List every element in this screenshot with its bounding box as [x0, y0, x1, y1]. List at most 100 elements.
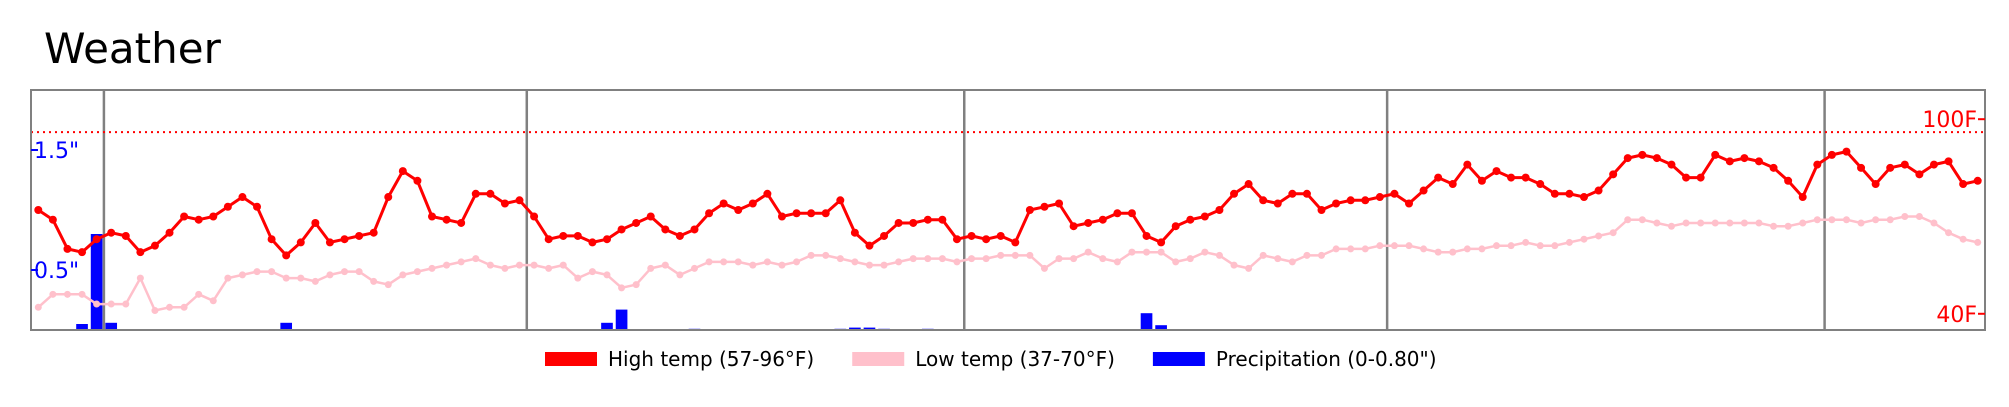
precip-bar [105, 322, 118, 330]
low-temp-point [603, 271, 611, 279]
low-temp-point [1609, 229, 1617, 237]
low-temp-point [1390, 242, 1398, 250]
low-temp-point [647, 264, 655, 272]
low-temp-point [93, 300, 101, 308]
high-temp-point [807, 209, 816, 218]
legend-label-low: Low temp (37-70°F) [915, 347, 1115, 371]
high-temp-point [63, 244, 72, 253]
low-temp-point [895, 258, 903, 266]
high-temp-point [1871, 180, 1880, 189]
low-temp-point [1011, 251, 1019, 259]
low-temp-point [632, 281, 640, 289]
high-temp-point [1565, 189, 1574, 198]
high-temp-point [1667, 160, 1676, 169]
low-temp-point [413, 268, 421, 276]
high-temp-point [1813, 160, 1822, 169]
low-temp-point [1740, 219, 1748, 227]
low-temp-point [1813, 216, 1821, 224]
high-temp-point [1332, 199, 1341, 208]
legend: High temp (57-96°F) Low temp (37-70°F) Pre… [545, 347, 1437, 371]
high-temp-point [559, 231, 568, 240]
legend-label-precip: Precipitation (0-0.80") [1216, 347, 1437, 371]
high-temp-point [325, 238, 334, 247]
low-temp-point [822, 251, 830, 259]
high-temp-point [690, 225, 699, 234]
high-temp-point [471, 189, 480, 198]
high-temp-point [311, 218, 320, 227]
high-temp-point [165, 228, 174, 237]
high-temp-point [1244, 180, 1253, 189]
high-temp-point [209, 212, 218, 221]
low-temp-point [1303, 251, 1311, 259]
precip-bar [615, 309, 628, 330]
precip-bar [849, 327, 861, 330]
low-temp-point [1201, 248, 1209, 256]
high-temp-point [544, 235, 553, 244]
high-temp-point [1200, 212, 1209, 221]
low-temp-point [1347, 245, 1355, 253]
high-temp-point [1171, 222, 1180, 231]
low-temp-point [399, 271, 407, 279]
low-temp-point [749, 261, 757, 269]
high-temp-point [1011, 238, 1020, 247]
high-temp-point [1507, 173, 1516, 182]
low-temp-point [1332, 245, 1340, 253]
high-temp-point [1521, 173, 1530, 182]
low-temp-point [1230, 261, 1238, 269]
high-temp-point [1317, 206, 1326, 214]
high-temp-point [880, 231, 889, 240]
low-temp-point [559, 261, 567, 269]
high-temp-point [1769, 163, 1778, 172]
high-temp-point [34, 206, 43, 214]
high-temp-point [763, 189, 772, 198]
low-temp-point [1565, 238, 1573, 246]
high-temp-point [1900, 160, 1909, 169]
high-temp-point [1463, 160, 1472, 169]
high-temp-point [253, 202, 262, 211]
high-temp-point [821, 209, 830, 218]
high-temp-point [1448, 180, 1457, 189]
low-temp-point [1653, 219, 1661, 227]
low-temp-point [428, 264, 436, 272]
high-temp-point [1711, 150, 1720, 159]
low-temp-point [574, 274, 582, 282]
high-temp-point [850, 228, 859, 237]
chart-title: Weather [44, 24, 221, 73]
high-temp-point [938, 215, 947, 224]
legend-swatch-low [852, 352, 905, 366]
low-temp-point [443, 261, 451, 269]
low-temp-point [1463, 245, 1471, 253]
high-temp-point [588, 238, 597, 247]
low-temp-series [34, 212, 1982, 315]
low-temp-point [1157, 248, 1165, 256]
high-temp-point [1084, 218, 1093, 227]
low-temp-point [78, 290, 86, 298]
high-temp-series [34, 147, 1982, 260]
low-temp-point [690, 264, 698, 272]
low-temp-point [1667, 222, 1675, 230]
high-temp-point [384, 193, 393, 202]
high-temp-point [675, 231, 684, 240]
high-temp-point [1390, 189, 1399, 198]
precip-bar [863, 327, 876, 330]
low-temp-point [1113, 258, 1121, 266]
low-temp-point [1405, 242, 1413, 250]
low-temp-point [355, 268, 363, 276]
low-temp-point [982, 255, 990, 263]
high-temp-point [996, 231, 1005, 240]
high-temp-point [530, 212, 539, 221]
high-temp-point [180, 212, 189, 221]
low-temp-point [1945, 229, 1953, 237]
axis-ticks: 1.5" 0.5" 100F 40F [31, 108, 1985, 328]
high-temp-point [150, 241, 159, 250]
high-temp-point [78, 248, 87, 257]
low-temp-point [1624, 216, 1632, 224]
low-temp-point [1959, 235, 1967, 243]
high-temp-point [1842, 147, 1851, 156]
low-temp-point [880, 261, 888, 269]
high-temp-point [296, 238, 305, 247]
high-temp-point [398, 167, 407, 176]
low-temp-point [618, 284, 626, 292]
high-temp-point [1492, 167, 1501, 176]
